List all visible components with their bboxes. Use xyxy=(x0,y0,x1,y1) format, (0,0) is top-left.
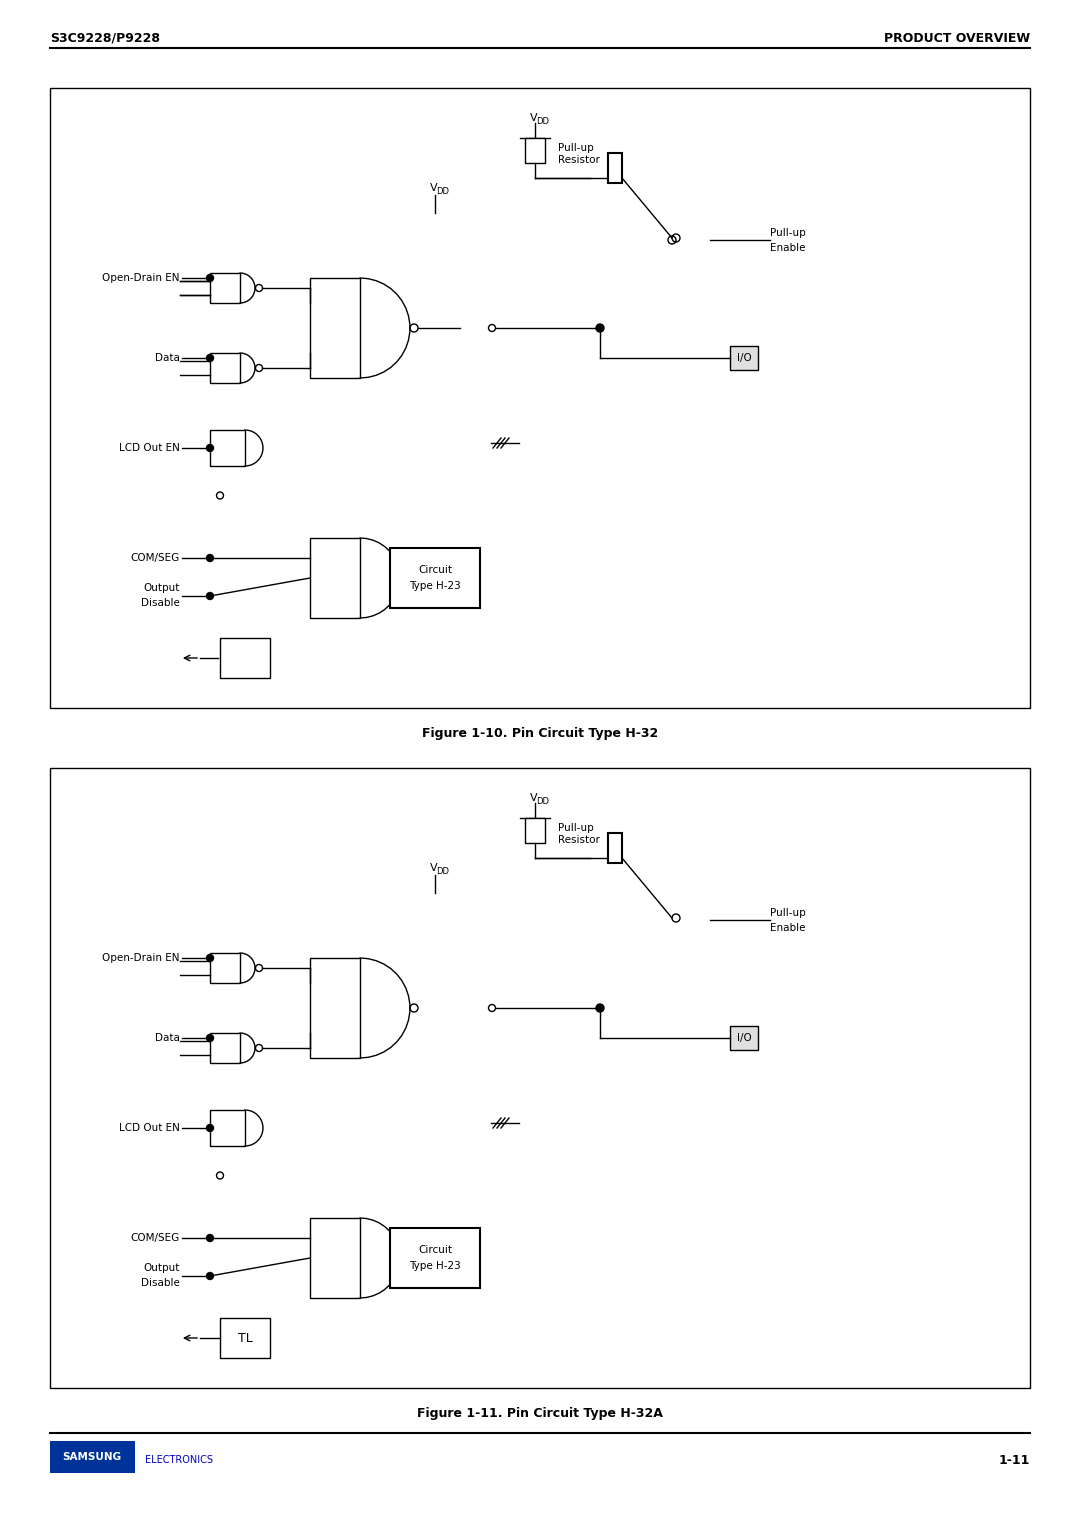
Circle shape xyxy=(206,1125,214,1132)
Text: LCD Out EN: LCD Out EN xyxy=(119,443,180,452)
Circle shape xyxy=(206,955,214,961)
Text: Pull-up: Pull-up xyxy=(558,824,594,833)
Text: DD: DD xyxy=(436,866,449,876)
Circle shape xyxy=(596,324,604,332)
Text: Output: Output xyxy=(144,1264,180,1273)
Bar xyxy=(210,1109,245,1146)
Bar xyxy=(210,953,240,983)
Bar xyxy=(210,353,240,384)
Text: TL: TL xyxy=(238,1331,253,1345)
Text: COM/SEG: COM/SEG xyxy=(131,553,180,562)
Text: Enable: Enable xyxy=(770,243,806,254)
Bar xyxy=(50,769,1030,1387)
Text: Circuit: Circuit xyxy=(418,565,453,575)
Text: DD: DD xyxy=(536,116,549,125)
Text: Open-Drain EN: Open-Drain EN xyxy=(103,953,180,963)
Bar xyxy=(310,538,360,617)
Text: Data: Data xyxy=(156,353,180,364)
Bar xyxy=(525,138,545,163)
Text: Resistor: Resistor xyxy=(558,154,599,165)
Text: S3C9228/P9228: S3C9228/P9228 xyxy=(50,32,160,44)
Bar xyxy=(390,1229,480,1288)
Bar xyxy=(525,817,545,843)
Bar xyxy=(210,274,240,303)
Circle shape xyxy=(206,354,214,362)
Text: Pull-up: Pull-up xyxy=(770,228,806,238)
Text: Figure 1-10. Pin Circuit Type H-32: Figure 1-10. Pin Circuit Type H-32 xyxy=(422,726,658,740)
Bar xyxy=(730,1025,758,1050)
Text: Open-Drain EN: Open-Drain EN xyxy=(103,274,180,283)
Text: Disable: Disable xyxy=(141,1277,180,1288)
Text: Output: Output xyxy=(144,584,180,593)
Text: DD: DD xyxy=(436,186,449,196)
Circle shape xyxy=(206,593,214,599)
Text: Disable: Disable xyxy=(141,597,180,608)
Bar xyxy=(608,153,622,183)
Text: I/O: I/O xyxy=(737,353,752,364)
Text: Type H-23: Type H-23 xyxy=(409,581,461,591)
Circle shape xyxy=(206,275,214,281)
Bar xyxy=(50,1441,135,1473)
Text: ELECTRONICS: ELECTRONICS xyxy=(145,1455,213,1465)
Text: LCD Out EN: LCD Out EN xyxy=(119,1123,180,1132)
Bar xyxy=(390,549,480,608)
Bar xyxy=(220,639,270,678)
Text: Type H-23: Type H-23 xyxy=(409,1261,461,1271)
Text: DD: DD xyxy=(536,796,549,805)
Circle shape xyxy=(596,1004,604,1012)
Bar xyxy=(210,1033,240,1063)
Bar xyxy=(50,89,1030,707)
Text: Circuit: Circuit xyxy=(418,1245,453,1254)
Text: V: V xyxy=(430,863,437,872)
Bar xyxy=(220,1319,270,1358)
Text: COM/SEG: COM/SEG xyxy=(131,1233,180,1242)
Bar xyxy=(310,278,360,377)
Bar xyxy=(210,429,245,466)
Text: PRODUCT OVERVIEW: PRODUCT OVERVIEW xyxy=(883,32,1030,44)
Circle shape xyxy=(206,1273,214,1279)
Text: Figure 1-11. Pin Circuit Type H-32A: Figure 1-11. Pin Circuit Type H-32A xyxy=(417,1406,663,1420)
Text: Pull-up: Pull-up xyxy=(770,908,806,918)
Text: V: V xyxy=(530,113,538,122)
Bar xyxy=(730,345,758,370)
Text: Enable: Enable xyxy=(770,923,806,934)
Bar xyxy=(310,958,360,1057)
Bar xyxy=(608,833,622,863)
Text: I/O: I/O xyxy=(737,1033,752,1044)
Text: V: V xyxy=(530,793,538,804)
Text: Pull-up: Pull-up xyxy=(558,144,594,153)
Text: V: V xyxy=(430,183,437,193)
Bar xyxy=(310,1218,360,1297)
Text: Resistor: Resistor xyxy=(558,834,599,845)
Circle shape xyxy=(206,1235,214,1241)
Circle shape xyxy=(206,445,214,451)
Circle shape xyxy=(206,1034,214,1042)
Circle shape xyxy=(206,555,214,561)
Text: 1-11: 1-11 xyxy=(999,1453,1030,1467)
Text: Data: Data xyxy=(156,1033,180,1044)
Text: SAMSUNG: SAMSUNG xyxy=(63,1452,122,1462)
